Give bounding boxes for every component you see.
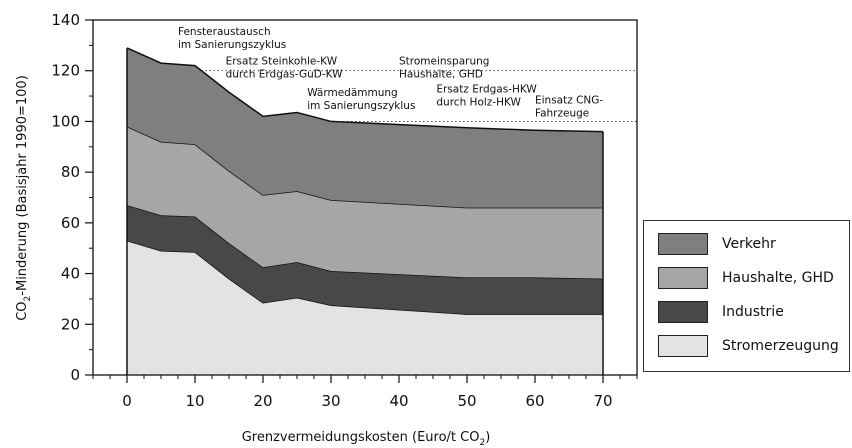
y-tick-label: 140 xyxy=(51,11,80,29)
legend-item-industrie: Industrie xyxy=(658,300,784,324)
annotation: Einsatz CNG-Fahrzeuge xyxy=(535,95,603,120)
x-tick-label: 10 xyxy=(185,392,204,410)
x-tick-label: 40 xyxy=(389,392,408,410)
y-tick-label: 0 xyxy=(70,366,80,384)
annotation: Stromeinsparung Haushalte, GHD xyxy=(399,55,489,80)
y-axis: 0 20 40 60 80 100 120 140 xyxy=(51,11,93,384)
legend: Verkehr Haushalte, GHD Industrie Stromer… xyxy=(643,220,850,372)
legend-item-haushalte: Haushalte, GHD xyxy=(658,266,834,290)
gridlines xyxy=(201,70,637,122)
area-edge-verkehr xyxy=(126,47,604,133)
legend-item-stromerzeugung: Stromerzeugung xyxy=(658,334,839,358)
y-tick-label: 40 xyxy=(61,265,80,283)
y-tick-label: 20 xyxy=(61,315,80,333)
y-axis-title: CO2-Minderung (Basisjahr 1990=100) xyxy=(15,75,33,321)
legend-swatch-industrie xyxy=(658,301,708,323)
x-tick-label: 20 xyxy=(253,392,272,410)
x-tick-label: 60 xyxy=(525,392,544,410)
annotation: Ersatz Erdgas-HKW durch Holz-HKW xyxy=(436,83,537,108)
legend-label-haushalte: Haushalte, GHD xyxy=(722,270,834,286)
x-tick-label: 30 xyxy=(321,392,340,410)
y-tick-label: 60 xyxy=(61,214,80,232)
legend-label-verkehr: Verkehr xyxy=(722,236,776,252)
y-tick-label: 120 xyxy=(51,62,80,80)
y-tick-label: 100 xyxy=(51,112,80,130)
legend-swatch-haushalte xyxy=(658,267,708,289)
x-tick-label: 0 xyxy=(122,392,132,410)
legend-swatch-stromerzeugung xyxy=(658,335,708,357)
legend-label-industrie: Industrie xyxy=(722,304,784,320)
x-tick-label: 50 xyxy=(457,392,476,410)
x-tick-label: 70 xyxy=(593,392,612,410)
annotation: Ersatz Steinkohle-KW durch Erdgas-GuD-KW xyxy=(226,55,344,80)
stacked-areas xyxy=(126,47,604,375)
x-axis: 0 10 20 30 40 50 60 70 xyxy=(92,375,638,410)
y-tick-label: 80 xyxy=(61,163,80,181)
annotations: Fensteraustausch im Sanierungszyklus Ersat… xyxy=(178,26,603,119)
area-industrie xyxy=(127,205,603,315)
legend-item-verkehr: Verkehr xyxy=(658,232,776,256)
annotation: Wärmedämmung im Sanierungszyklus xyxy=(307,87,415,112)
x-axis-title: Grenzvermeidungskosten (Euro/t CO2) xyxy=(242,430,491,448)
legend-swatch-verkehr xyxy=(658,233,708,255)
area-verkehr xyxy=(127,47,603,208)
annotation: Fensteraustausch im Sanierungszyklus xyxy=(178,26,286,51)
legend-label-stromerzeugung: Stromerzeugung xyxy=(722,338,839,354)
